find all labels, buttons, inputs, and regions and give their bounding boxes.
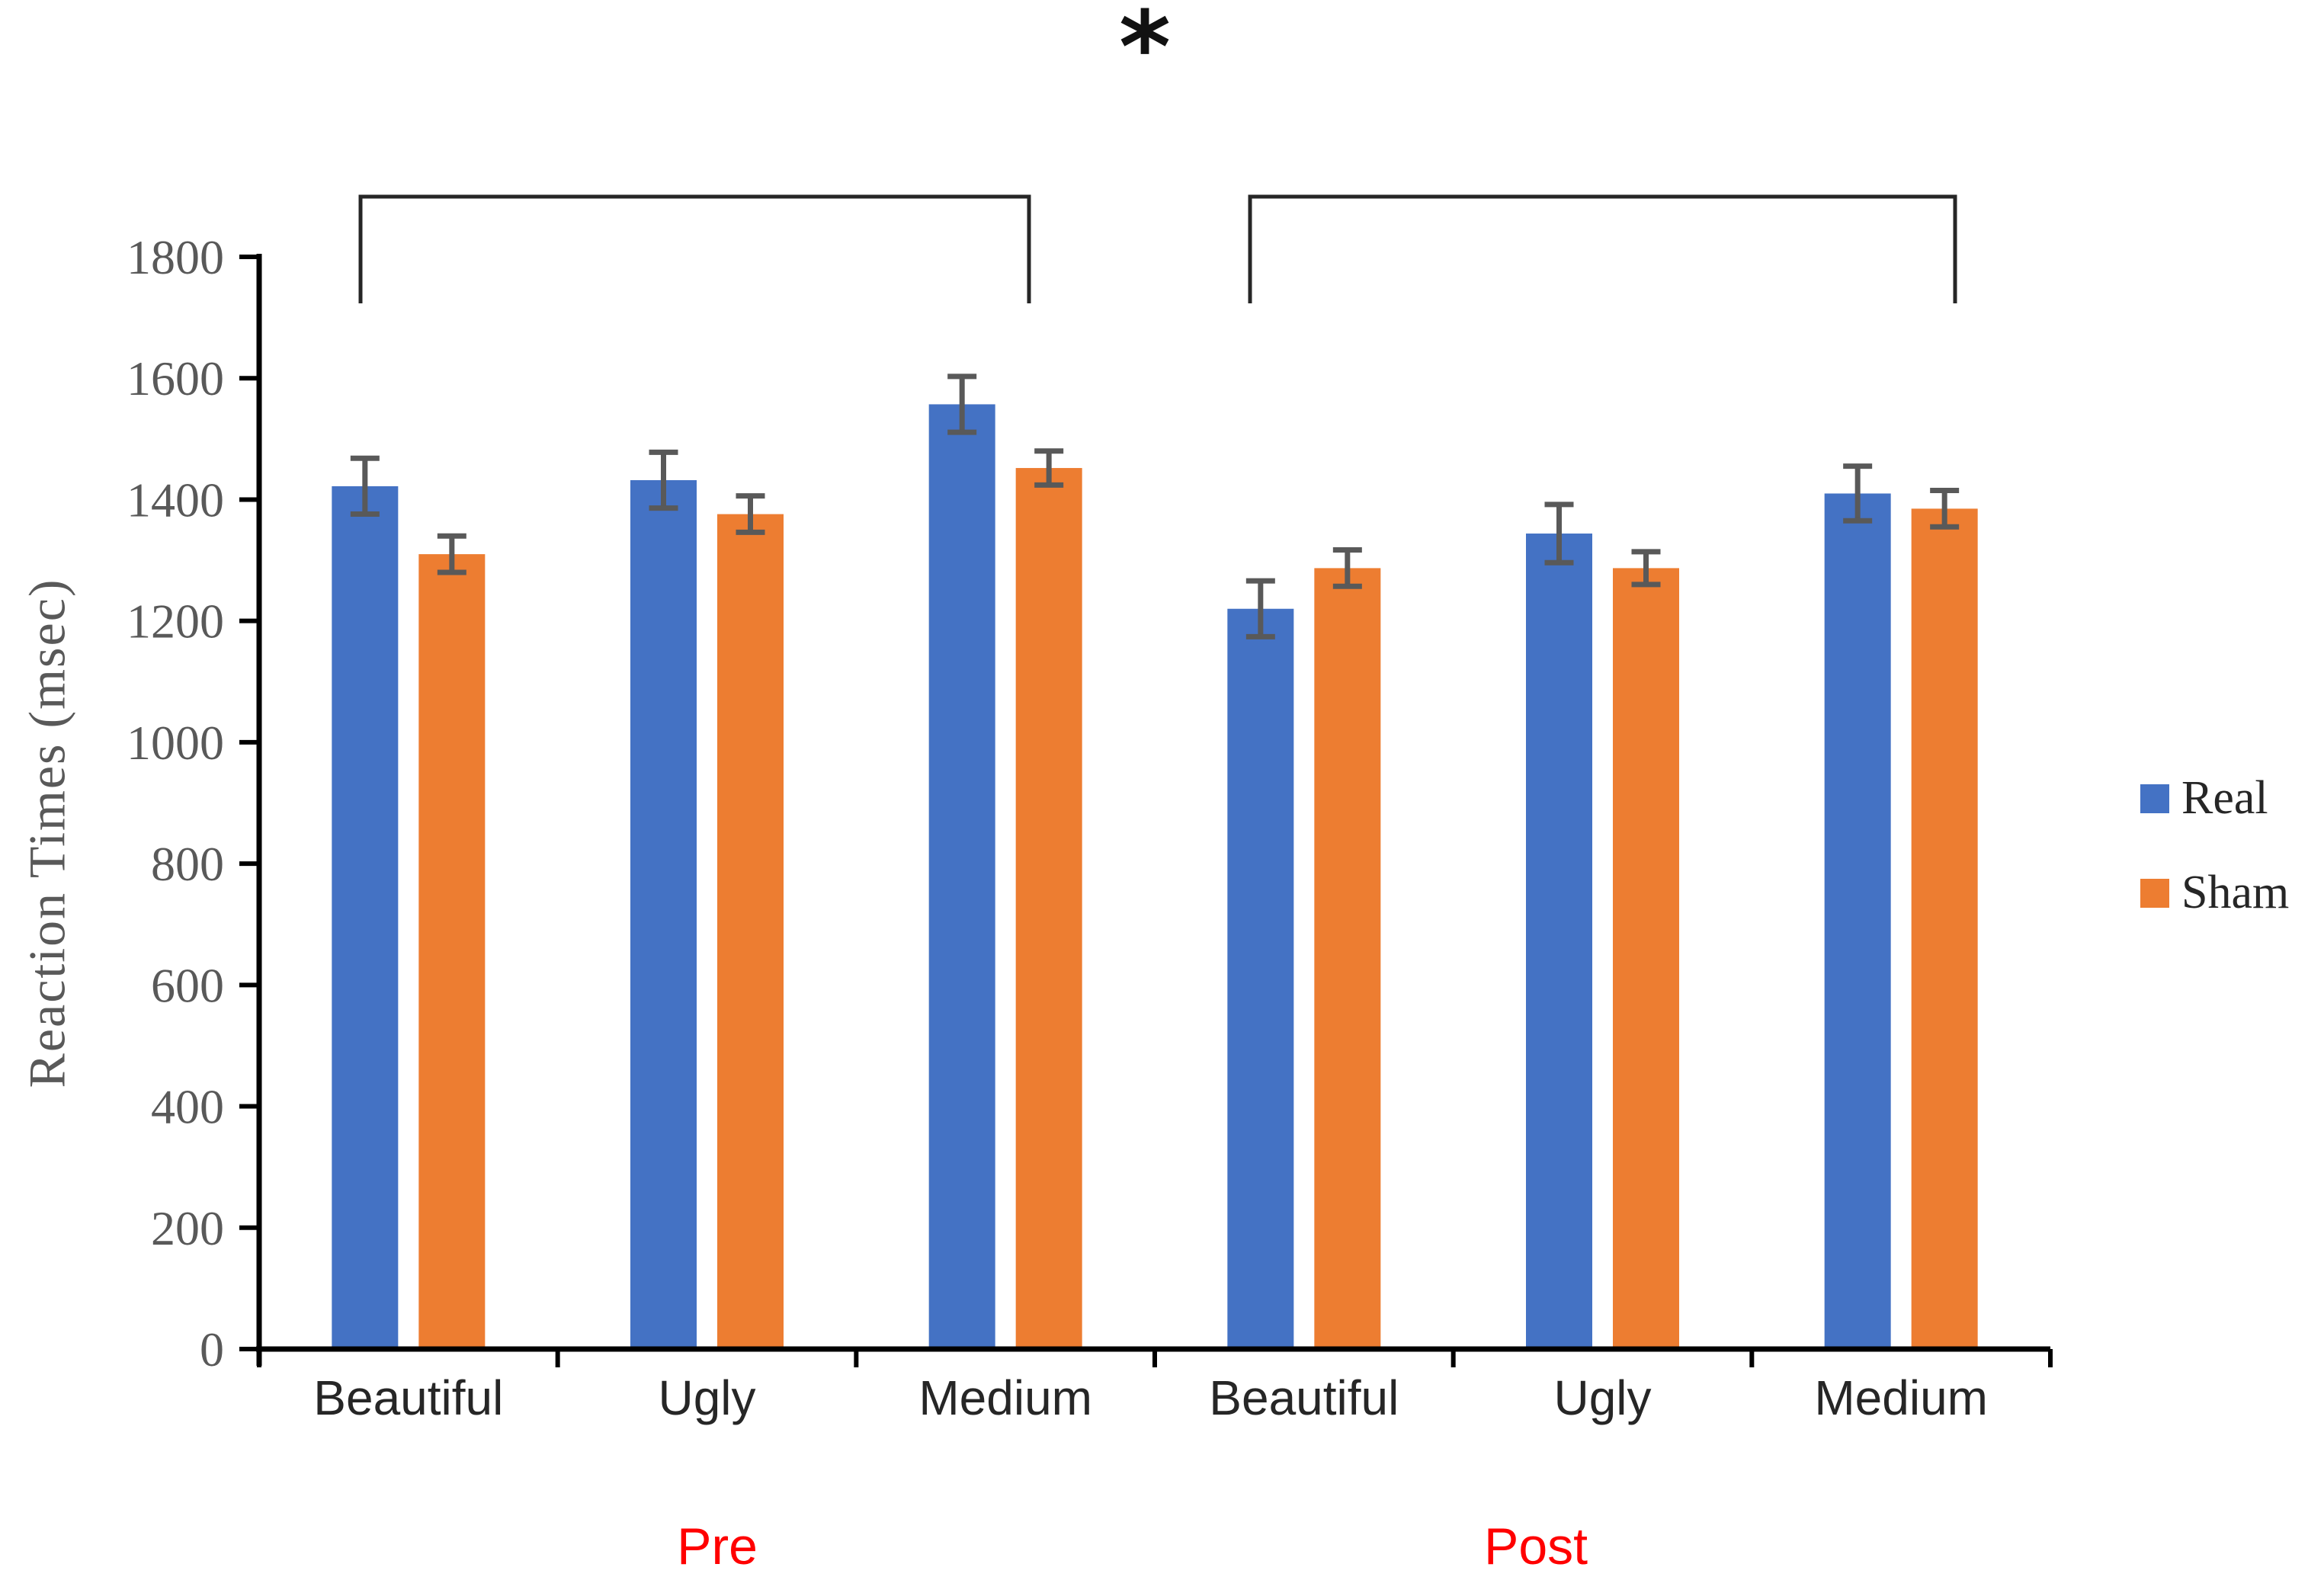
y-tick-label-400: 400 <box>151 1080 224 1134</box>
bar-sham-pre-ugly <box>717 514 784 1350</box>
section-label-pre: Pre <box>677 1517 758 1575</box>
bar-sham-pre-medium <box>1015 468 1082 1350</box>
bar-sham-post-ugly <box>1613 568 1679 1349</box>
legend-swatch-sham-icon <box>2140 878 2169 908</box>
category-label-pre-beautiful: Beautiful <box>313 1370 503 1425</box>
y-axis-title: Reaction Times (msec) <box>18 578 76 1088</box>
significance-bracket-pre <box>358 194 1031 303</box>
bar-real-post-medium <box>1824 493 1891 1349</box>
bar-real-pre-medium <box>928 404 995 1349</box>
y-tick-label-1200: 1200 <box>127 594 224 649</box>
category-label-pre-ugly: Ugly <box>658 1370 755 1425</box>
category-label-pre-medium: Medium <box>918 1370 1092 1425</box>
bar-real-pre-beautiful <box>332 486 399 1350</box>
bar-real-post-ugly <box>1526 534 1592 1350</box>
y-tick-label-1000: 1000 <box>127 716 224 770</box>
bar-real-pre-ugly <box>630 479 697 1349</box>
category-label-post-beautiful: Beautiful <box>1209 1370 1399 1425</box>
category-label-post-medium: Medium <box>1814 1370 1988 1425</box>
y-tick-label-200: 200 <box>151 1201 224 1255</box>
y-tick-label-0: 0 <box>200 1322 224 1376</box>
legend-label-real: Real <box>2181 772 2268 824</box>
legend-item-sham: Sham <box>2140 866 2289 920</box>
bar-sham-pre-beautiful <box>418 554 486 1349</box>
y-tick-label-1600: 1600 <box>127 351 224 405</box>
section-label-post: Post <box>1483 1517 1588 1575</box>
category-label-post-ugly: Ugly <box>1553 1370 1651 1425</box>
y-tick-label-800: 800 <box>151 837 224 891</box>
legend-label-sham: Sham <box>2181 867 2290 918</box>
legend-swatch-real-icon <box>2140 784 2169 813</box>
bar-sham-post-medium <box>1911 508 1978 1349</box>
significance-bracket-post <box>1248 194 1957 303</box>
y-tick-label-1400: 1400 <box>127 473 224 527</box>
significance-asterisk: * <box>1119 0 1171 105</box>
bar-sham-post-beautiful <box>1314 568 1381 1349</box>
y-tick-label-1800: 1800 <box>127 230 224 284</box>
legend-item-real: Real <box>2140 771 2268 825</box>
y-tick-label-600: 600 <box>151 958 224 1012</box>
bar-real-post-beautiful <box>1227 608 1294 1349</box>
